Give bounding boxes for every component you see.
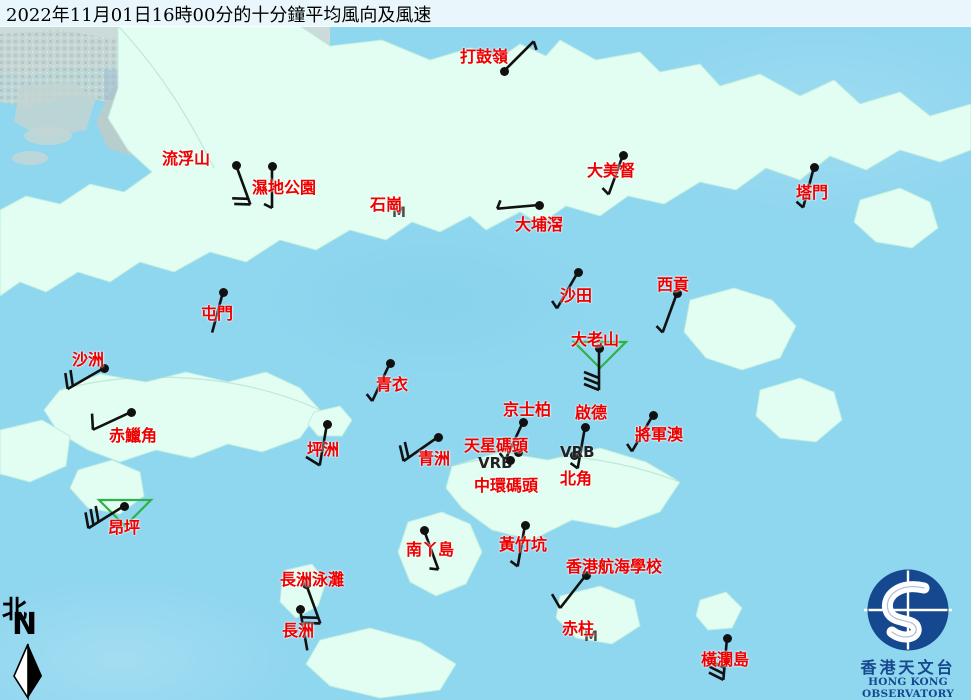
station-dot-icon: [126, 407, 136, 417]
station-dot-icon: [580, 422, 590, 432]
station-name-label: 打鼓嶺: [460, 47, 509, 66]
station-dot-icon: [499, 66, 509, 76]
station-name-label: 長洲泳灘: [280, 570, 345, 589]
station-dot-icon: [809, 162, 819, 172]
station-name-label: 中環碼頭: [474, 476, 539, 495]
maintenance-marker: M: [392, 205, 406, 221]
station-name-label: 啟德: [575, 403, 608, 422]
station-name-label: 塔門: [796, 183, 829, 202]
variable-wind-label: VRB: [560, 443, 595, 461]
station-name-label: 黃竹坑: [499, 535, 548, 554]
station-name-label: 大美督: [587, 161, 636, 180]
hko-logo-cn: 香港天文台: [860, 658, 956, 677]
station-name-label: 南丫島: [406, 540, 455, 559]
compass-label-en: N: [12, 607, 38, 642]
station-dot-icon: [569, 450, 579, 460]
station-name-label: 大老山: [571, 330, 620, 349]
station-dot-icon: [573, 267, 583, 277]
station-dot-icon: [534, 200, 544, 210]
hko-logo: 香港天文台 HONG KONG OBSERVATORY: [848, 568, 968, 700]
station-name-label: 赤鱲角: [109, 426, 158, 445]
station-name-label: 青衣: [376, 375, 409, 394]
station-name-label: 沙洲: [72, 350, 105, 369]
variable-wind-label: VRB: [478, 454, 513, 472]
maintenance-marker: M: [584, 629, 598, 645]
strong-wind-triangle-icon: [571, 340, 629, 370]
station-name-label: 濕地公園: [252, 178, 317, 197]
station-name-label: 流浮山: [162, 149, 211, 168]
station-name-label: 西貢: [657, 275, 690, 294]
station-dot-icon: [295, 604, 305, 614]
station-dot-icon: [520, 520, 530, 530]
station-name-label: 將軍澳: [635, 425, 684, 444]
compass-label-cn: 北: [2, 595, 28, 624]
station-dot-icon: [385, 358, 395, 368]
compass-needle-icon: [13, 643, 42, 700]
station-dot-icon: [419, 525, 429, 535]
title-bar: 2022年11月01日16時00分的十分鐘平均風向及風速: [0, 0, 971, 27]
station-name-label: 北角: [560, 469, 593, 488]
station-name-label: 香港航海學校: [566, 557, 663, 576]
station-dot-icon: [433, 432, 443, 442]
hko-emblem-icon: [864, 569, 952, 651]
station-name-label: 石崗: [370, 195, 403, 214]
station-name-label: 橫瀾島: [701, 650, 750, 669]
station-dot-icon: [322, 419, 332, 429]
station-name-label: 京士柏: [503, 400, 552, 419]
station-name-label: 天星碼頭: [464, 436, 529, 455]
station-dot-icon: [267, 161, 277, 171]
station-dot-icon: [648, 410, 658, 420]
station-name-label: 沙田: [560, 286, 593, 305]
station-dot-icon: [513, 447, 523, 457]
station-name-label: 青洲: [418, 449, 451, 468]
station-name-label: 赤柱: [562, 619, 595, 638]
station-name-label: 長洲: [282, 621, 315, 640]
hko-logo-en: HONG KONG OBSERVATORY: [862, 676, 954, 700]
station-dot-icon: [387, 200, 397, 210]
station-dot-icon: [231, 160, 241, 170]
north-compass: 北 N: [2, 592, 62, 700]
page-title: 2022年11月01日16時00分的十分鐘平均風向及風速: [6, 5, 432, 26]
station-dot-icon: [218, 287, 228, 297]
station-name-label: 坪洲: [307, 440, 340, 459]
station-dot-icon: [722, 633, 732, 643]
station-name-label: 屯門: [201, 304, 234, 323]
station-dot-icon: [505, 455, 515, 465]
station-name-label: 昂坪: [108, 518, 141, 537]
station-name-label: 大埔滘: [515, 215, 564, 234]
